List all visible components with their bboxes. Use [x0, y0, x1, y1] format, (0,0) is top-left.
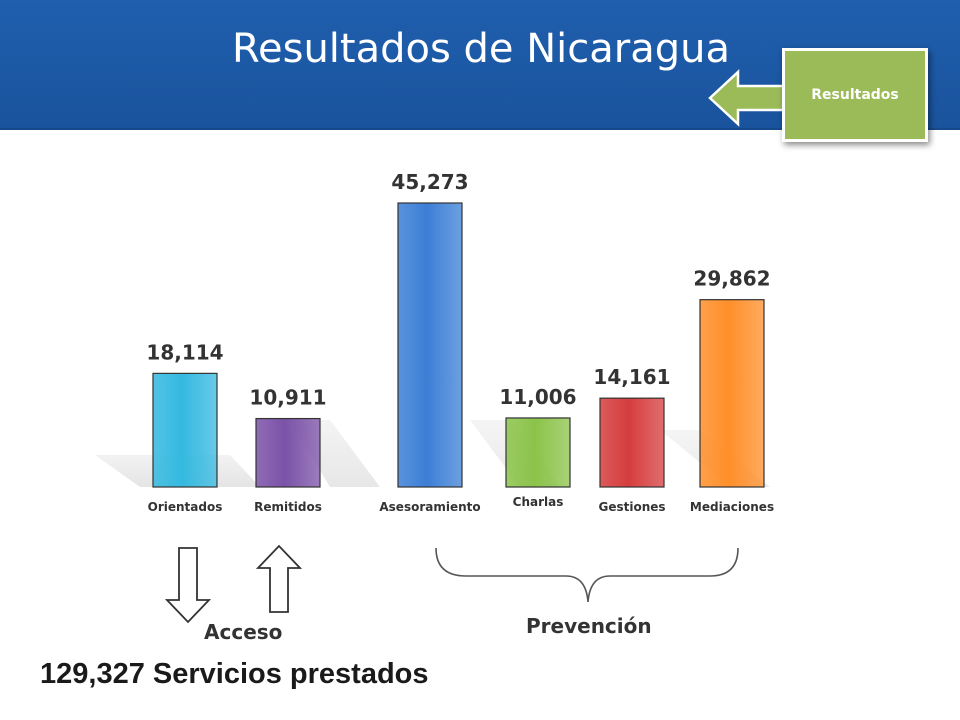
category-label-orientados: Orientados — [148, 500, 223, 514]
arrow-up-icon — [255, 544, 303, 613]
resultados-button[interactable]: Resultados — [782, 48, 928, 142]
bar-mediaciones — [699, 299, 765, 488]
category-label-remitidos: Remitidos — [254, 500, 322, 514]
prevencion-label: Prevención — [526, 614, 652, 638]
value-label-asesoramiento: 45,273 — [391, 170, 468, 194]
resultados-button-label: Resultados — [811, 87, 899, 103]
value-label-gestiones: 14,161 — [593, 365, 670, 389]
value-label-charlas: 11,006 — [499, 385, 576, 409]
value-label-mediaciones: 29,862 — [693, 267, 770, 291]
bar-charlas — [505, 417, 571, 488]
value-label-remitidos: 10,911 — [249, 386, 326, 410]
value-label-orientados: 18,114 — [146, 340, 223, 364]
category-label-gestiones: Gestiones — [598, 500, 665, 514]
page-title: Resultados de Nicaragua — [232, 26, 730, 72]
category-label-mediaciones: Mediaciones — [690, 500, 774, 514]
category-label-charlas: Charlas — [513, 495, 564, 509]
bar-orientados — [152, 372, 218, 488]
acceso-label: Acceso — [204, 620, 283, 644]
bar-remitidos — [255, 417, 321, 488]
category-label-asesoramiento: Asesoramiento — [379, 500, 480, 514]
bar-asesoramiento — [397, 202, 463, 488]
curly-brace-icon — [435, 547, 739, 603]
total-services: 129,327 Servicios prestados — [40, 658, 429, 690]
bar-gestiones — [599, 397, 665, 488]
arrow-down-icon — [164, 547, 212, 624]
